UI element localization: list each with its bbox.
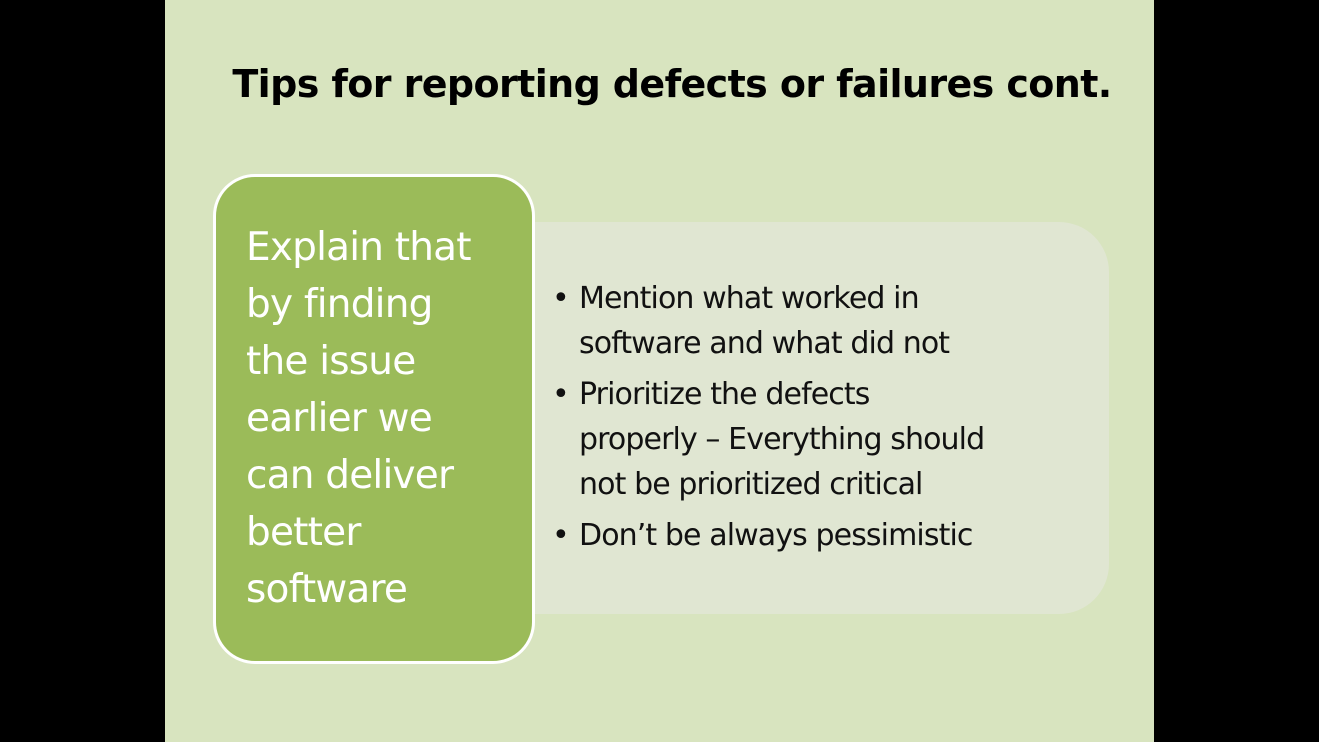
bullet-line: Mention what worked in: [579, 281, 920, 316]
main-point-line: earlier we: [246, 396, 433, 441]
slide-title: Tips for reporting defects or failures c…: [232, 62, 1112, 106]
bullet-dot: •: [552, 281, 570, 316]
main-point-line: by finding: [246, 282, 433, 327]
main-point-text: Explain that by finding the issue earlie…: [246, 219, 526, 618]
bullet-line: not be prioritized critical: [579, 467, 923, 502]
bullet-item: • Mention what worked in software and wh…: [552, 276, 1072, 366]
main-point-line: can deliver: [246, 453, 454, 498]
bullet-line: Don’t be always pessimistic: [579, 518, 973, 553]
bullet-dot: •: [552, 518, 570, 553]
main-point-line: Explain that: [246, 225, 472, 270]
main-point-line: the issue: [246, 339, 416, 384]
main-point-line: software: [246, 567, 408, 612]
bullet-line: properly – Everything should: [579, 422, 985, 457]
bullet-panel: [525, 222, 1109, 614]
bullet-line: Prioritize the defects: [579, 377, 870, 412]
main-point-box: Explain that by finding the issue earlie…: [213, 174, 535, 664]
slide: Tips for reporting defects or failures c…: [165, 0, 1154, 742]
bullet-dot: •: [552, 377, 570, 412]
bullet-item: • Don’t be always pessimistic: [552, 513, 1072, 558]
bullet-list: • Mention what worked in software and wh…: [552, 276, 1072, 564]
main-point-line: better: [246, 510, 361, 555]
bullet-item: • Prioritize the defects properly – Ever…: [552, 372, 1072, 507]
bullet-line: software and what did not: [579, 326, 950, 361]
